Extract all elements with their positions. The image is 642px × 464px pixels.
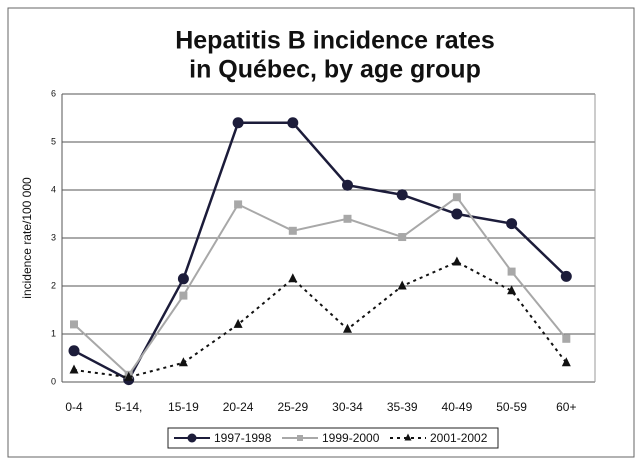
chart-title: in Québec, by age group [189, 56, 481, 84]
point [451, 208, 463, 220]
point [560, 270, 572, 282]
chart-title: Hepatitis B incidence rates [175, 27, 495, 55]
x-tick-label: 5-14, [115, 400, 142, 414]
x-tick-label: 35-39 [387, 400, 418, 414]
legend-marker [404, 433, 412, 441]
point [507, 285, 517, 295]
point [396, 189, 408, 201]
y-tick-label: 5 [51, 136, 56, 146]
point [288, 273, 298, 283]
point [177, 273, 189, 285]
point [343, 214, 352, 223]
point [288, 226, 297, 235]
x-tick-label: 50-59 [496, 400, 527, 414]
series-line [73, 195, 568, 377]
point [452, 193, 461, 202]
series-line [73, 121, 568, 382]
point [234, 200, 243, 209]
point [561, 357, 571, 367]
legend: 1997-1998 1999-2000 2001-2002 [167, 427, 499, 449]
point [287, 117, 299, 129]
legend-label: 2001-2002 [430, 431, 488, 445]
point [397, 280, 407, 290]
point [68, 345, 80, 357]
point [507, 267, 516, 276]
point [232, 117, 244, 129]
x-tick-label: 25-29 [277, 400, 308, 414]
point [342, 179, 353, 191]
legend-label: 1999-2000 [322, 431, 380, 445]
legend-marker [297, 435, 303, 441]
point [69, 364, 79, 374]
point [398, 233, 407, 242]
legend-marker [187, 433, 197, 443]
point [343, 323, 352, 333]
point [452, 256, 462, 266]
x-tick-label: 30-34 [332, 400, 363, 414]
point [178, 357, 188, 367]
point [562, 334, 571, 343]
y-tick-label: 6 [51, 88, 56, 98]
y-tick-label: 0 [51, 376, 56, 386]
y-tick-label: 3 [51, 232, 56, 242]
point [70, 320, 78, 329]
x-tick-label: 20-24 [223, 400, 254, 414]
x-tick-label: 0-4 [65, 400, 83, 414]
point [233, 318, 243, 328]
x-tick-label: 40-49 [442, 400, 473, 414]
series-line [73, 260, 568, 379]
x-tick-label: 60+ [556, 400, 576, 414]
point [506, 218, 518, 230]
point [124, 371, 134, 381]
y-tick-label: 1 [51, 328, 56, 338]
y-tick-label: 4 [51, 184, 56, 194]
x-tick-label: 15-19 [168, 400, 199, 414]
legend-box [167, 427, 499, 449]
legend-label: 1997-1998 [214, 431, 272, 445]
y-tick-label: 2 [51, 280, 56, 290]
point [179, 291, 188, 300]
y-axis-label: incidence rate/100 000 [20, 177, 34, 299]
